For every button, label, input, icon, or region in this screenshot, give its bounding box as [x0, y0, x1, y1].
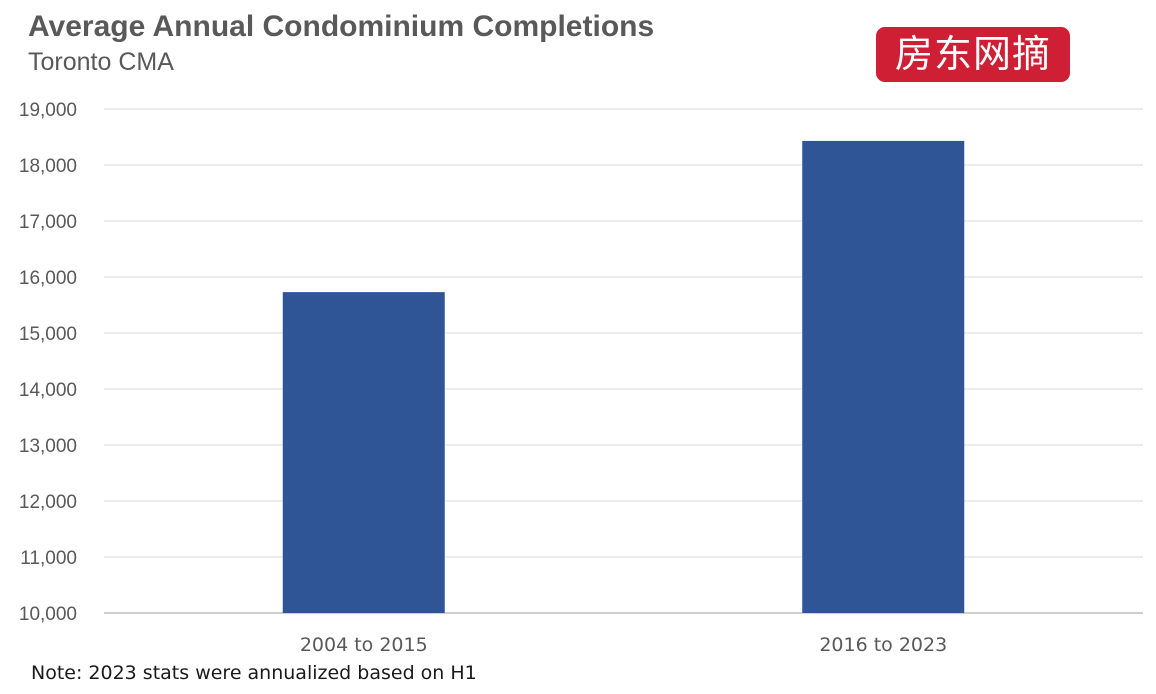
y-tick-label: 16,000	[19, 268, 77, 289]
y-tick-label: 11,000	[20, 548, 77, 569]
x-category-label: 2016 to 2023	[819, 634, 947, 656]
y-tick-label: 10,000	[19, 604, 77, 625]
watermark-logo: 房东网摘	[876, 27, 1070, 82]
y-tick-label: 14,000	[19, 380, 77, 401]
bars	[282, 140, 965, 614]
bar	[802, 140, 965, 614]
bar	[282, 292, 445, 613]
chart-note: Note: 2023 stats were annualized based o…	[31, 662, 477, 684]
y-tick-label: 15,000	[19, 324, 77, 345]
y-tick-label: 17,000	[19, 212, 77, 233]
chart-title: Average Annual Condominium Completions	[28, 10, 655, 43]
x-axis-category-labels: 2004 to 2015 2016 to 2023	[300, 634, 947, 656]
y-tick-label: 12,000	[19, 492, 77, 513]
y-tick-label: 19,000	[19, 100, 77, 121]
gridlines	[104, 108, 1143, 614]
y-axis-tick-labels: 10,000 11,000 12,000 13,000 14,000 15,000 16,0…	[19, 100, 77, 625]
y-tick-label: 18,000	[19, 156, 77, 177]
chart-subtitle: Toronto CMA	[28, 48, 174, 76]
x-category-label: 2004 to 2015	[300, 634, 428, 656]
y-tick-label: 13,000	[19, 436, 77, 457]
